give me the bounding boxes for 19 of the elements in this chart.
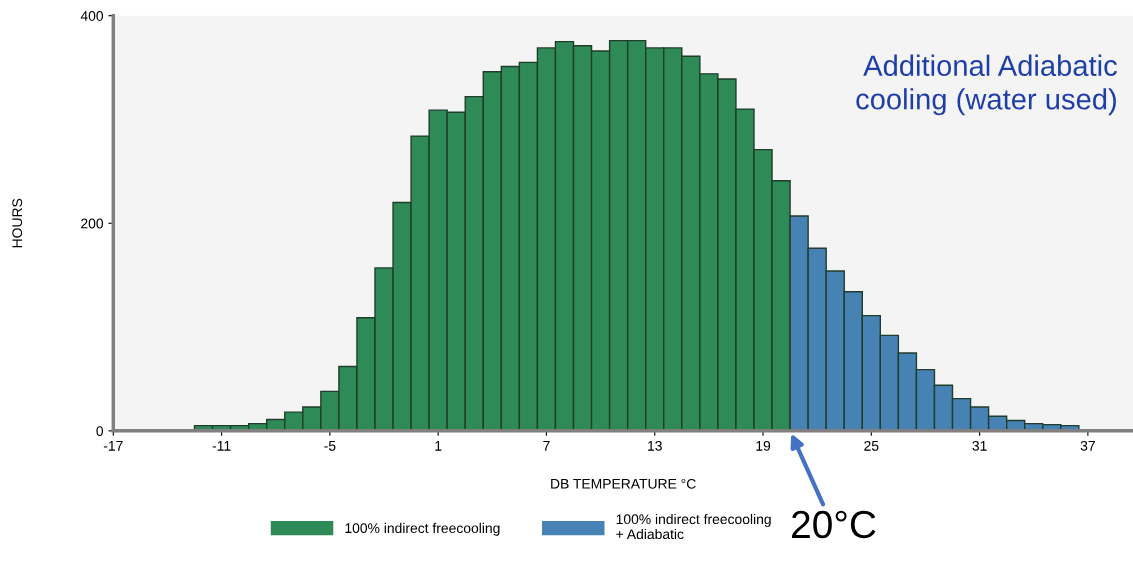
annotation: 20°C: [792, 510, 876, 539]
annotation: Additional Adiabatic cooling (water used): [856, 54, 1117, 116]
x-tick-label: 7: [543, 441, 550, 451]
x-tick-label: 31: [972, 440, 987, 451]
x-tick-label: -5: [324, 441, 336, 451]
legend-label: 100% indirect freecooling: [345, 522, 500, 536]
x-tick-label: -11: [212, 441, 231, 451]
y-axis-title: HOURS: [12, 198, 23, 248]
x-tick-label: 19: [756, 440, 771, 451]
x-tick-label: 1: [435, 441, 442, 451]
y-tick-label: 200: [81, 218, 104, 229]
y-tick-label: 400: [80, 11, 104, 21]
y-tick-label: 0: [96, 426, 104, 437]
x-axis-title: DB TEMPERATURE °C: [551, 478, 696, 489]
x-tick-label: 25: [864, 440, 879, 451]
x-tick-label: 37: [1080, 440, 1095, 451]
x-tick-label: -17: [103, 441, 123, 451]
x-tick-label: 13: [648, 440, 662, 451]
legend-label: 100% indirect freecooling + Adiabatic: [616, 513, 771, 540]
